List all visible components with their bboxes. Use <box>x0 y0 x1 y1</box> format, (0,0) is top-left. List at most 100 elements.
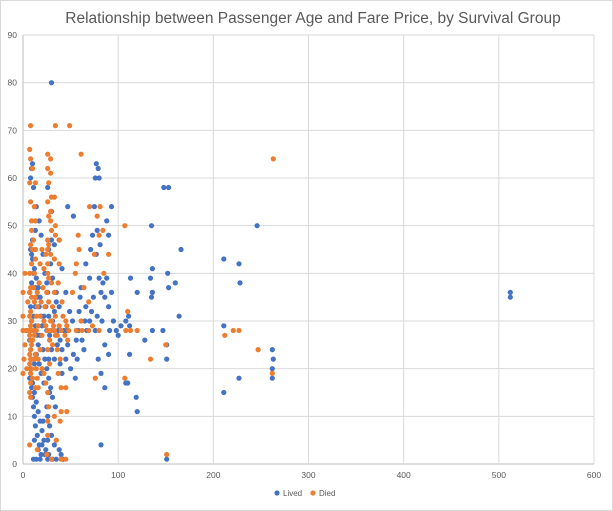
point-died <box>46 213 52 219</box>
point-lived <box>269 375 275 381</box>
point-died <box>53 437 59 443</box>
point-died <box>67 123 73 129</box>
point-died <box>31 356 37 362</box>
point-lived <box>73 337 79 343</box>
point-lived <box>72 375 78 381</box>
x-tick-label: 200 <box>206 470 220 480</box>
point-died <box>45 246 51 253</box>
point-lived <box>31 389 37 396</box>
point-died <box>45 237 51 243</box>
point-lived <box>98 442 104 448</box>
point-lived <box>94 227 100 233</box>
point-died <box>29 294 35 300</box>
point-lived <box>237 280 243 286</box>
point-died <box>28 347 34 353</box>
point-lived <box>254 223 260 229</box>
point-lived <box>93 161 99 167</box>
point-lived <box>29 161 36 167</box>
point-lived <box>58 451 64 458</box>
point-died <box>31 332 37 338</box>
point-lived <box>38 232 44 238</box>
point-lived <box>28 175 34 181</box>
point-died <box>48 218 54 224</box>
point-died <box>32 294 38 300</box>
point-lived <box>40 418 46 424</box>
point-died <box>30 237 37 243</box>
point-lived <box>166 184 172 191</box>
point-died <box>94 213 100 219</box>
point-lived <box>30 404 37 410</box>
point-lived <box>46 356 52 362</box>
point-died <box>47 337 53 343</box>
point-lived <box>44 366 50 372</box>
point-died <box>59 299 65 305</box>
point-lived <box>95 165 101 172</box>
point-lived <box>70 351 76 357</box>
point-died <box>32 246 38 253</box>
point-lived <box>102 294 108 300</box>
point-lived <box>48 237 55 243</box>
point-died <box>73 261 79 267</box>
point-lived <box>164 356 170 362</box>
point-lived <box>166 285 172 291</box>
point-lived <box>45 456 51 462</box>
point-died <box>38 299 44 305</box>
point-lived <box>102 342 108 348</box>
point-died <box>222 332 228 338</box>
point-lived <box>90 294 96 300</box>
point-lived <box>123 380 129 386</box>
point-lived <box>104 218 110 224</box>
point-lived <box>35 342 41 348</box>
point-lived <box>45 184 51 191</box>
point-lived <box>126 313 132 319</box>
point-died <box>76 246 82 253</box>
point-lived <box>88 246 94 253</box>
point-lived <box>56 304 62 310</box>
point-died <box>29 218 35 224</box>
point-lived <box>149 289 155 295</box>
point-died <box>34 447 40 453</box>
point-died <box>64 409 70 415</box>
point-lived <box>147 275 154 281</box>
point-died <box>72 270 78 276</box>
point-died <box>54 347 60 353</box>
point-lived <box>106 304 112 310</box>
point-died <box>63 385 69 391</box>
point-died <box>236 327 242 334</box>
point-died <box>35 356 41 362</box>
point-died <box>30 285 37 291</box>
point-died <box>64 323 70 329</box>
point-lived <box>44 280 50 286</box>
point-died <box>69 289 76 295</box>
point-died <box>44 289 50 295</box>
point-lived <box>46 375 52 381</box>
point-lived <box>67 308 73 315</box>
legend-label-lived: Lived <box>283 489 302 498</box>
point-died <box>49 304 56 310</box>
point-lived <box>39 323 45 329</box>
point-died <box>35 385 41 391</box>
point-lived <box>160 327 166 334</box>
point-lived <box>115 332 121 338</box>
point-died <box>31 270 37 276</box>
point-died <box>28 380 34 386</box>
point-lived <box>106 351 112 357</box>
point-died <box>56 323 62 329</box>
point-lived <box>161 184 167 191</box>
point-lived <box>76 308 82 315</box>
point-lived <box>31 437 37 443</box>
point-died <box>27 332 33 338</box>
point-lived <box>134 289 140 295</box>
point-lived <box>165 270 171 276</box>
point-lived <box>59 347 65 353</box>
point-died <box>48 227 55 233</box>
point-died <box>87 204 93 210</box>
point-died <box>20 313 26 319</box>
point-lived <box>82 318 88 324</box>
point-died <box>57 356 63 362</box>
point-lived <box>270 356 276 362</box>
point-lived <box>127 323 133 329</box>
point-died <box>21 356 27 362</box>
point-died <box>34 289 40 295</box>
point-died <box>46 299 52 305</box>
